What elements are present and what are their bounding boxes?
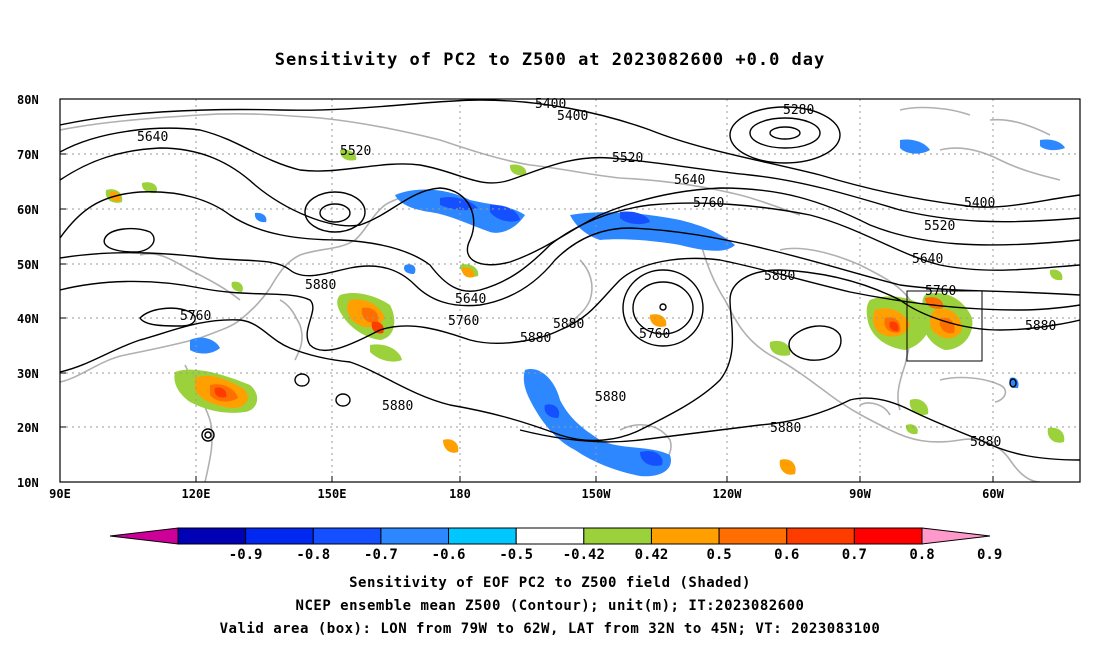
lat-label: 50N — [17, 258, 39, 272]
contour-label: 5880 — [382, 399, 413, 414]
lat-labels: 80N 70N 60N 50N 40N 30N 20N 10N — [17, 93, 39, 490]
colorbar-swatch — [786, 527, 855, 545]
colorbar-label: 0.8 — [909, 547, 934, 563]
footer-shaded-desc: Sensitivity of EOF PC2 to Z500 field (Sh… — [349, 575, 751, 591]
contour-label: 5400 — [535, 97, 566, 112]
colorbar: -0.9 -0.8 -0.7 -0.6 -0.5 -0.42 0.42 0.5 0.6 0.7 0.… — [109, 527, 1002, 563]
axis-ticks — [59, 98, 994, 483]
contour-label: 5880 — [595, 390, 626, 405]
contour-label: 5760 — [180, 309, 211, 324]
contour-label: 5880 — [553, 317, 584, 332]
lon-label: 90E — [49, 487, 71, 501]
colorbar-swatch — [380, 527, 450, 545]
contour-label: 5760 — [639, 327, 670, 342]
colorbar-swatch — [312, 527, 382, 545]
plot-frame — [59, 98, 1081, 483]
lat-label: 70N — [17, 148, 39, 162]
contour-labels: 5400 5400 5280 5640 5520 5520 5640 5760 … — [137, 97, 1056, 450]
colorbar-label: 0.42 — [635, 547, 669, 563]
contour-label: 5400 — [557, 109, 588, 124]
colorbar-low-arrow — [109, 527, 179, 545]
contour-label: 5880 — [1025, 319, 1056, 334]
contour-label: 5280 — [783, 103, 814, 118]
lon-label: 60W — [982, 487, 1004, 501]
colorbar-label: 0.5 — [706, 547, 731, 563]
colorbar-label: -0.9 — [229, 547, 263, 563]
contour-label: 5640 — [455, 292, 486, 307]
lon-label: 90W — [849, 487, 871, 501]
contour-label: 5880 — [305, 278, 336, 293]
footer-valid-area: Valid area (box): LON from 79W to 62W, L… — [219, 621, 881, 637]
colorbar-swatch — [650, 527, 720, 545]
colorbar-high-arrow — [921, 527, 991, 545]
lat-label: 40N — [17, 312, 39, 326]
lon-labels: 90E 120E 150E 180 150W 120W 90W 60W — [49, 487, 1004, 501]
colorbar-label: -0.8 — [296, 547, 330, 563]
contour-label: 5400 — [964, 196, 995, 211]
z500-contours — [60, 99, 1080, 461]
colorbar-swatch — [853, 527, 923, 545]
colorbar-swatch — [583, 527, 652, 545]
contour-label: 5880 — [970, 435, 1001, 450]
lat-label: 60N — [17, 203, 39, 217]
colorbar-label: -0.6 — [432, 547, 466, 563]
colorbar-label: 0.7 — [842, 547, 867, 563]
footer-contour-desc: NCEP ensemble mean Z500 (Contour); unit(… — [295, 598, 805, 614]
colorbar-swatch — [177, 527, 247, 545]
lon-label: 150E — [318, 487, 347, 501]
contour-label: 5880 — [770, 421, 801, 436]
contour-label: 5880 — [764, 269, 795, 284]
sensitivity-shading — [105, 139, 1065, 477]
colorbar-label: 0.9 — [977, 547, 1002, 563]
contour-label: 5520 — [924, 219, 955, 234]
contour-label: 5640 — [912, 252, 943, 267]
map-title: Sensitivity of PC2 to Z500 at 2023082600… — [274, 50, 826, 70]
lon-label: 150W — [582, 487, 612, 501]
lat-label: 20N — [17, 421, 39, 435]
valid-area-box — [906, 290, 983, 362]
colorbar-swatch — [718, 527, 788, 545]
lat-label: 10N — [17, 476, 39, 490]
lon-label: 120W — [713, 487, 743, 501]
colorbar-swatch — [515, 527, 585, 545]
lat-label: 80N — [17, 93, 39, 107]
colorbar-label: -0.7 — [364, 547, 398, 563]
lon-label: 120E — [182, 487, 211, 501]
contour-label: 5520 — [340, 144, 371, 159]
contour-label: 5760 — [693, 196, 724, 211]
contour-label: 5880 — [520, 331, 551, 346]
lon-label: 180 — [449, 487, 471, 501]
contour-label: 5760 — [448, 314, 479, 329]
colorbar-label: -0.5 — [499, 547, 533, 563]
colorbar-label: -0.42 — [563, 547, 605, 563]
lat-label: 30N — [17, 367, 39, 381]
colorbar-swatch — [245, 527, 314, 545]
contour-label: 5640 — [137, 130, 168, 145]
colorbar-swatch — [448, 527, 517, 545]
contour-label: 5640 — [674, 173, 705, 188]
contour-label: 5520 — [612, 151, 643, 166]
grid-lines — [60, 99, 1080, 482]
contour-label: 5760 — [925, 284, 956, 299]
colorbar-label: 0.6 — [774, 547, 799, 563]
